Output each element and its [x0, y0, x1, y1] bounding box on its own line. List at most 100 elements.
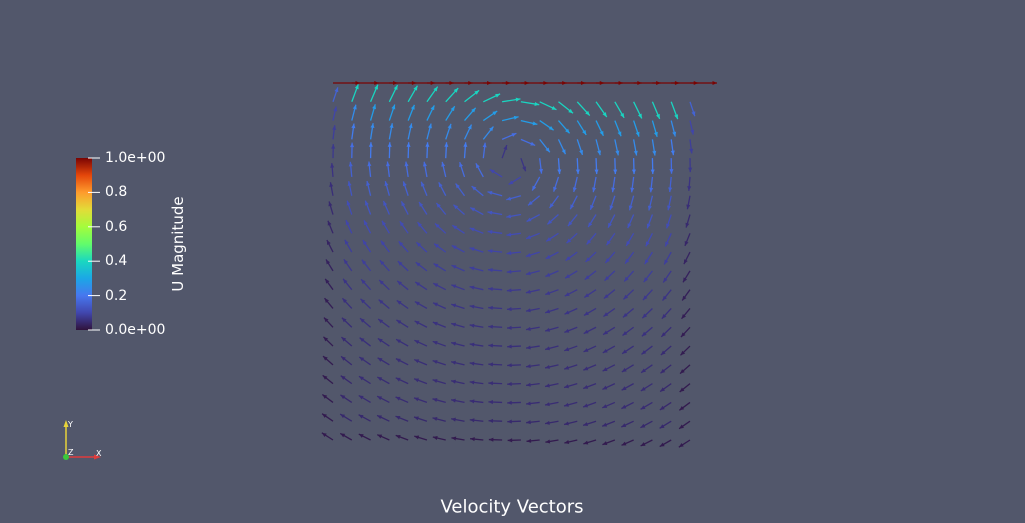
velocity-vector — [645, 233, 654, 247]
velocity-vector — [640, 383, 653, 392]
velocity-vector — [603, 307, 616, 318]
colorbar-tick-label: 1.0e+00 — [105, 150, 166, 166]
velocity-vector — [407, 85, 419, 103]
velocity-vector — [526, 213, 540, 223]
velocity-vector — [520, 101, 540, 106]
velocity-vector — [414, 339, 428, 347]
velocity-vector — [631, 158, 636, 175]
velocity-vector — [520, 157, 527, 172]
velocity-vector — [469, 266, 484, 272]
velocity-vector — [397, 260, 409, 272]
velocity-vector — [660, 364, 672, 374]
velocity-vector — [332, 125, 337, 140]
velocity-vector — [679, 364, 691, 375]
colorbar-tick-label: 0.6 — [105, 218, 128, 235]
velocity-vector — [621, 439, 634, 446]
velocity-vector — [434, 222, 447, 234]
velocity-vector — [488, 418, 503, 423]
velocity-vector — [332, 106, 338, 121]
velocity-vector — [451, 436, 465, 441]
velocity-vector — [549, 195, 559, 209]
velocity-vector — [545, 270, 559, 278]
velocity-vector — [378, 299, 390, 309]
velocity-vector — [527, 195, 541, 206]
velocity-vector — [451, 303, 465, 310]
velocity-vector — [402, 181, 409, 196]
velocity-vector — [376, 434, 390, 441]
velocity-vector — [339, 432, 353, 441]
velocity-vector — [678, 439, 691, 448]
velocity-vector — [323, 336, 334, 347]
velocity-vector — [582, 401, 597, 408]
velocity-vector — [432, 321, 446, 328]
velocity-vector — [395, 434, 409, 441]
velocity-vector — [576, 139, 584, 156]
velocity-vector — [621, 383, 634, 391]
velocity-vector — [643, 270, 653, 283]
velocity-vector — [545, 307, 559, 314]
velocity-vector — [464, 107, 477, 122]
velocity-vector — [525, 270, 540, 276]
velocity-vector — [450, 360, 465, 366]
velocity-vector — [358, 433, 371, 441]
velocity-vector — [455, 183, 466, 197]
velocity-vector — [469, 380, 484, 385]
velocity-vector — [663, 251, 672, 265]
velocity-vector — [432, 340, 446, 347]
velocity-vector — [407, 104, 415, 121]
velocity-vector — [595, 120, 605, 137]
velocity-vector — [564, 270, 578, 279]
velocity-vector — [506, 288, 521, 293]
velocity-vector — [563, 420, 578, 426]
velocity-vector — [395, 415, 409, 422]
colorbar-title: U Magnitude — [169, 196, 187, 292]
velocity-vector — [679, 383, 691, 393]
velocity-vector — [426, 105, 435, 121]
velocity-vector — [369, 104, 376, 121]
velocity-vector — [451, 322, 465, 328]
velocity-vector — [621, 401, 634, 410]
velocity-vector — [520, 119, 538, 126]
velocity-vector — [426, 86, 439, 103]
velocity-vector — [507, 325, 521, 330]
velocity-vector — [433, 263, 447, 272]
velocity-vector — [351, 104, 357, 121]
velocity-vector — [487, 210, 503, 216]
velocity-vector — [621, 420, 634, 428]
velocity-vector — [544, 345, 559, 351]
velocity-vector — [539, 138, 551, 153]
velocity-vector — [451, 284, 465, 291]
velocity-vector — [379, 259, 390, 272]
velocity-vector — [343, 258, 353, 272]
velocity-vector — [341, 317, 353, 328]
velocity-vector — [592, 176, 597, 193]
velocity-vector — [358, 356, 371, 366]
velocity-vector — [450, 398, 465, 404]
velocity-vector — [623, 289, 635, 300]
velocity-vector — [346, 200, 353, 215]
velocity-vector — [406, 142, 411, 159]
velocity-vector — [501, 115, 519, 122]
velocity-vector — [506, 232, 521, 237]
velocity-vector — [640, 401, 653, 410]
velocity-vector — [388, 104, 396, 121]
velocity-vector — [469, 418, 484, 423]
velocity-vector — [564, 345, 578, 352]
velocity-vector — [463, 124, 473, 140]
velocity-vector — [395, 377, 409, 385]
velocity-vector — [646, 214, 654, 229]
velocity-vector — [609, 195, 616, 211]
velocity-vector — [525, 232, 540, 240]
velocity-vector — [487, 190, 503, 197]
velocity-vector — [470, 437, 484, 442]
velocity-vector — [381, 220, 390, 234]
velocity-vector — [507, 438, 521, 443]
velocity-vector — [644, 251, 653, 265]
velocity-vector — [418, 201, 428, 215]
velocity-vector — [587, 214, 597, 228]
colorbar-tick-label: 0.0e+00 — [105, 322, 166, 338]
velocity-vector — [364, 200, 372, 215]
velocity-vector — [603, 289, 616, 300]
velocity-vector — [398, 240, 409, 253]
